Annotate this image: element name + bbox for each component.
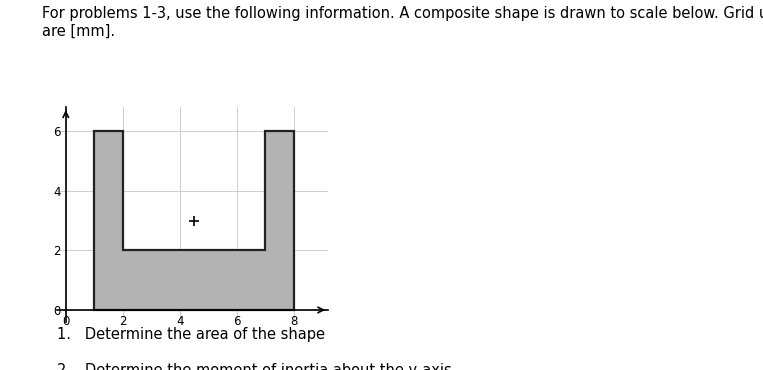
Text: 1.   Determine the area of the shape: 1. Determine the area of the shape bbox=[57, 327, 325, 343]
Polygon shape bbox=[95, 131, 294, 310]
Text: 2.   Determine the moment of inertia about the y-axis.: 2. Determine the moment of inertia about… bbox=[57, 363, 457, 370]
Text: are [mm].: are [mm]. bbox=[42, 24, 115, 39]
Text: For problems 1-3, use the following information. A composite shape is drawn to s: For problems 1-3, use the following info… bbox=[42, 6, 763, 21]
